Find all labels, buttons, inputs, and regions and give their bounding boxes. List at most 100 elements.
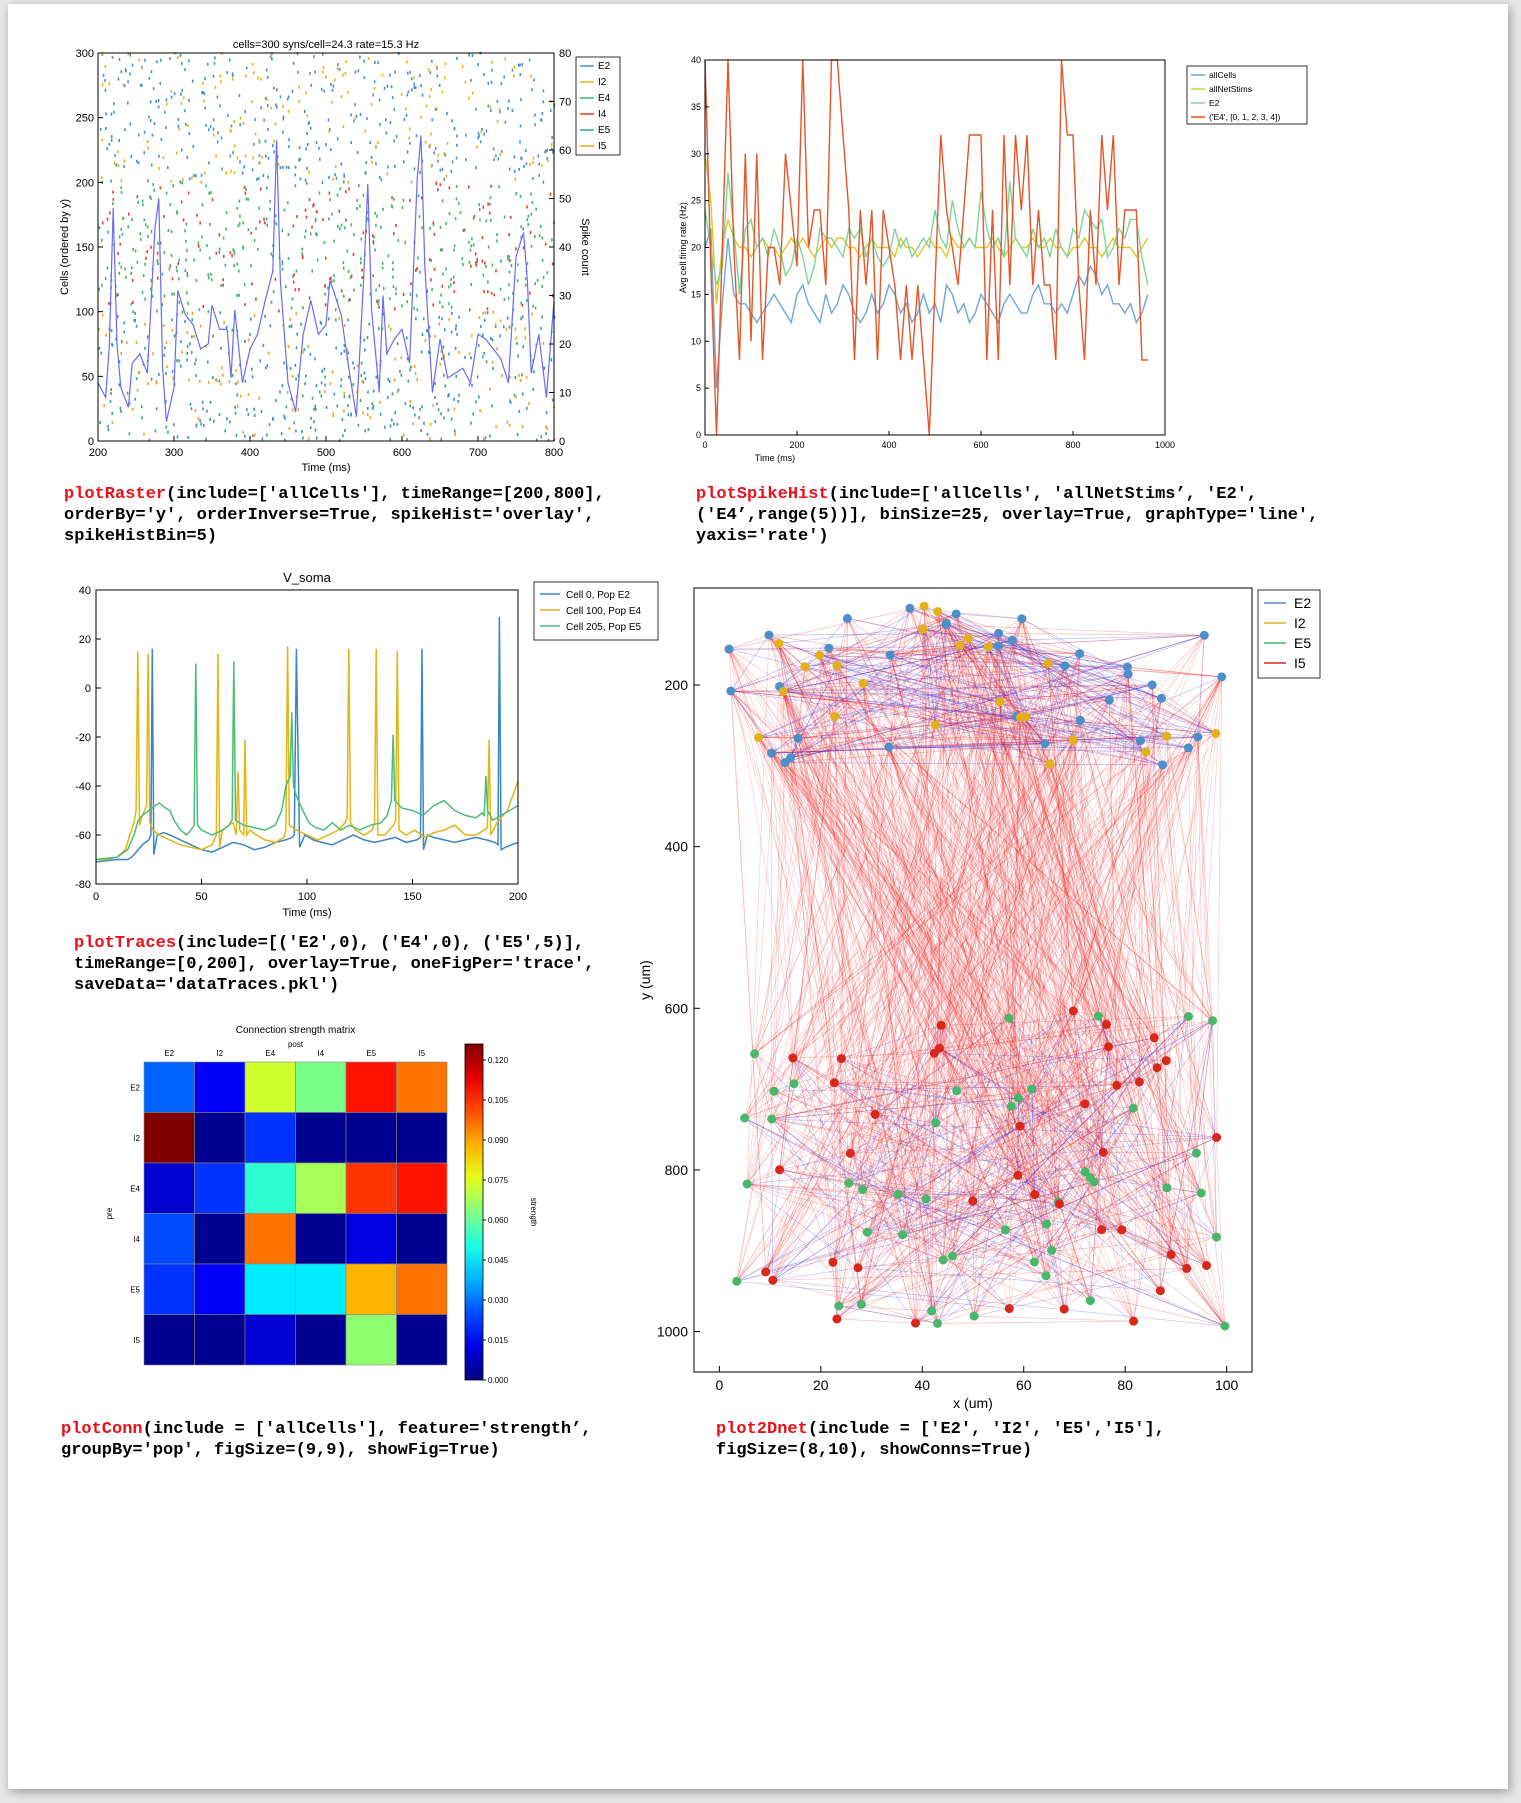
spike-mark-E2: [521, 63, 524, 67]
spike-mark-I4: [108, 301, 110, 305]
spike-mark-E2: [456, 57, 458, 60]
spike-mark-E5: [134, 318, 136, 322]
spike-mark-E4: [121, 232, 124, 236]
spike-mark-E5: [489, 434, 491, 438]
spike-mark-E2: [264, 139, 267, 143]
net-connection-line: [952, 1016, 1189, 1257]
spike-mark-E5: [290, 397, 293, 401]
net-connection-line: [902, 716, 1027, 1235]
net-connection-line: [933, 1053, 936, 1123]
net-connection-line: [952, 1137, 1217, 1257]
net-connection-line: [1011, 1106, 1047, 1276]
spike-mark-E4: [527, 223, 529, 226]
net-cell-I2: [832, 661, 842, 671]
net-connection-line: [772, 1267, 859, 1281]
net-connection-line: [959, 645, 1217, 1238]
net-connection-line: [779, 1169, 1060, 1205]
conn-cell-I4-E2: [143, 1213, 195, 1265]
spike-mark-E5: [509, 399, 511, 403]
net-connection-line: [828, 647, 1065, 1310]
net-connection-line: [771, 1118, 1217, 1138]
spike-mark-E2: [148, 115, 150, 119]
net-connection-line: [937, 611, 1046, 744]
spike-mark-E4: [387, 254, 390, 258]
net-connection-line: [972, 1107, 1134, 1202]
spike-mark-E5: [264, 314, 266, 318]
spike-mark-E5: [167, 430, 169, 434]
spike-mark-E5: [107, 424, 109, 428]
spike-mark-I4: [432, 303, 434, 307]
spike-mark-I4: [329, 277, 331, 281]
spike-mark-I4: [551, 262, 554, 266]
net-connection-line: [1044, 673, 1129, 744]
spike-mark-E4: [339, 227, 341, 231]
spike-mark-I5: [163, 324, 165, 328]
spike-mark-E5: [247, 413, 250, 416]
net-connection-line: [1021, 618, 1074, 741]
spike-mark-E5: [347, 413, 350, 417]
spike-mark-I5: [258, 396, 260, 400]
net-connection-line: [1186, 676, 1223, 1269]
net-connection-line: [937, 611, 1065, 667]
spike-mark-E2: [314, 70, 316, 74]
conn-ylabel: pre: [105, 1207, 114, 1219]
spike-mark-E5: [195, 423, 198, 427]
net-connection-line: [1116, 1020, 1213, 1086]
conn-cell-E5-E5: [345, 1263, 397, 1315]
spike-mark-E2: [267, 128, 269, 132]
spike-mark-E2: [356, 150, 359, 154]
net-connection-line: [922, 628, 1216, 734]
spike-mark-I4: [410, 282, 412, 286]
net-connection-line: [1103, 1152, 1207, 1266]
net-connection-line: [779, 618, 848, 1170]
net-connection-line: [779, 686, 862, 1305]
net-connection-line: [1170, 1254, 1226, 1327]
spike-mark-E2: [429, 71, 432, 75]
net-connection-line: [790, 634, 1205, 759]
spike-mark-E2: [304, 110, 306, 113]
net-connection-line: [1108, 700, 1118, 1086]
net-connection-line: [1025, 716, 1197, 1154]
spike-mark-I4: [428, 258, 431, 262]
net-connection-line: [925, 716, 1017, 1199]
net-connection-line: [862, 645, 999, 684]
net-connection-line: [1101, 1060, 1167, 1230]
spike-mark-E5: [328, 317, 330, 321]
spike-mark-I4: [106, 217, 109, 221]
net-cell-I5: [1117, 1225, 1127, 1235]
spike-mark-E5: [389, 424, 392, 428]
spike-mark-E5: [118, 383, 120, 387]
spike-mark-I2: [334, 78, 336, 82]
conn-cell-E4-I2: [194, 1162, 246, 1214]
spike-mark-E4: [496, 239, 498, 243]
net-connection-line: [771, 736, 1198, 754]
net-cell-I5: [936, 1020, 946, 1030]
net-connection-line: [857, 1255, 953, 1269]
spike-mark-E5: [284, 416, 286, 420]
spike-mark-I5: [361, 379, 364, 383]
spike-mark-I2: [187, 124, 189, 127]
spike-mark-E4: [178, 258, 180, 262]
spike-mark-E4: [331, 212, 333, 216]
spike-mark-E4: [359, 257, 362, 261]
spike-mark-E2: [258, 140, 261, 144]
net-connection-line: [866, 751, 1147, 1233]
spike-mark-I5: [343, 409, 345, 413]
net-connection-line: [1008, 763, 1051, 1019]
net-connection-line: [836, 665, 958, 1091]
spike-mark-E2: [291, 89, 294, 93]
spike-mark-E4: [120, 227, 123, 231]
net-connection-line: [898, 1193, 1226, 1327]
spikehist-legend-label: ('E4', [0, 1, 2, 3, 4]): [1209, 112, 1280, 122]
net-connection-line: [1016, 716, 1147, 753]
net-connection-line: [972, 645, 999, 1201]
net-connection-line: [866, 743, 1046, 1233]
spike-mark-I2: [183, 96, 185, 100]
net-connection-line: [819, 613, 957, 656]
net-connection-line: [819, 654, 1128, 668]
net-connection-line: [1127, 667, 1172, 1255]
spike-mark-E4: [546, 271, 549, 275]
spike-mark-I5: [413, 364, 416, 368]
conn-cell-I2-E5: [345, 1112, 397, 1164]
net-connection-line: [909, 608, 1086, 1105]
